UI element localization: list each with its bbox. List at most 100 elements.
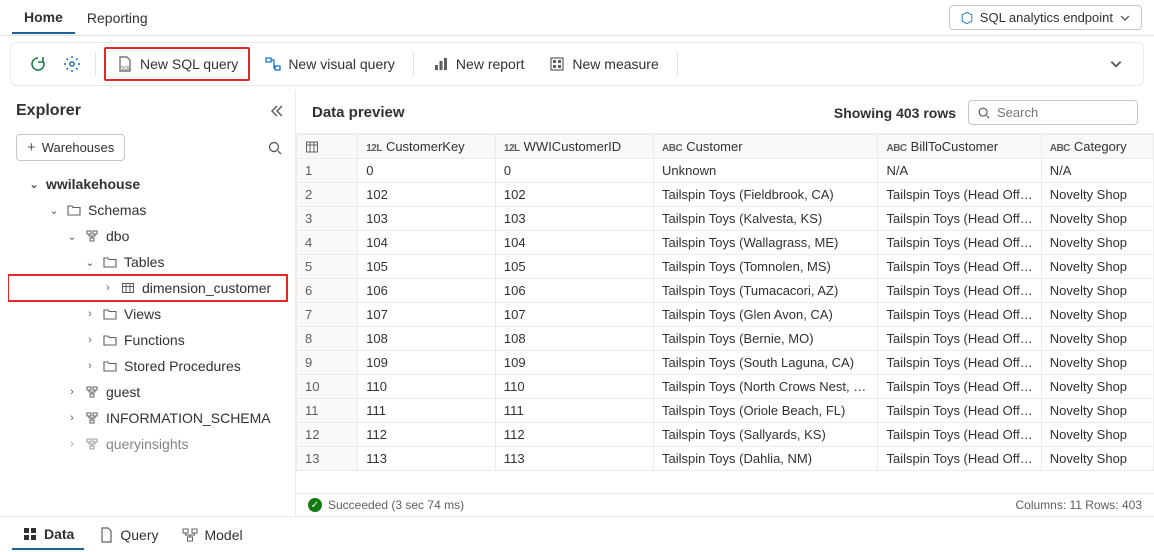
tree-node-lakehouse[interactable]: ⌄ wwilakehouse [8, 171, 295, 197]
table-row[interactable]: 3103103Tailspin Toys (Kalvesta, KS)Tails… [297, 207, 1154, 231]
table-cell: Tailspin Toys (Tomnolen, MS) [654, 255, 878, 279]
table-cell: Tailspin Toys (North Crows Nest, IN) [654, 375, 878, 399]
table-cell: Tailspin Toys (Head Office) [878, 399, 1041, 423]
table-cell: N/A [878, 159, 1041, 183]
search-input[interactable] [997, 105, 1154, 120]
col-header[interactable]: ABCBillToCustomer [878, 135, 1041, 159]
col-header[interactable]: ABCCategory [1041, 135, 1153, 159]
data-grid-icon [22, 526, 38, 542]
new-report-button[interactable]: New report [422, 49, 534, 79]
preview-search[interactable] [968, 100, 1138, 125]
warehouse-row: + Warehouses [8, 128, 295, 167]
tab-home[interactable]: Home [12, 1, 75, 34]
table-row[interactable]: 13113113Tailspin Toys (Dahlia, NM)Tailsp… [297, 447, 1154, 471]
row-number: 2 [297, 183, 358, 207]
folder-icon [102, 332, 118, 348]
table-cell: 104 [358, 231, 496, 255]
col-header[interactable]: 12LWWICustomerID [495, 135, 653, 159]
table-row[interactable]: 5105105Tailspin Toys (Tomnolen, MS)Tails… [297, 255, 1154, 279]
dimension-customer-label: dimension_customer [142, 280, 271, 296]
bottom-tab-bar: Data Query Model [0, 516, 1154, 552]
toolbar-separator [413, 53, 414, 75]
col-header[interactable]: ABCCustomer [654, 135, 878, 159]
new-sql-query-button[interactable]: SQL New SQL query [104, 47, 250, 81]
toolbar-overflow[interactable] [1101, 53, 1131, 75]
success-icon: ✓ [308, 498, 322, 512]
table-row[interactable]: 9109109Tailspin Toys (South Laguna, CA)T… [297, 351, 1154, 375]
folder-icon [102, 254, 118, 270]
table-row[interactable]: 2102102Tailspin Toys (Fieldbrook, CA)Tai… [297, 183, 1154, 207]
table-row[interactable]: 6106106Tailspin Toys (Tumacacori, AZ)Tai… [297, 279, 1154, 303]
bottom-tab-model[interactable]: Model [172, 520, 252, 549]
row-number: 11 [297, 399, 358, 423]
table-cell: Tailspin Toys (Head Office) [878, 279, 1041, 303]
table-row[interactable]: 4104104Tailspin Toys (Wallagrass, ME)Tai… [297, 231, 1154, 255]
tree-node-schemas[interactable]: ⌄ Schemas [8, 197, 295, 223]
new-visual-query-button[interactable]: New visual query [254, 49, 405, 79]
refresh-icon[interactable] [23, 49, 53, 79]
new-measure-button[interactable]: New measure [538, 49, 668, 79]
chevron-down-icon: ⌄ [28, 178, 40, 191]
tree-node-tables[interactable]: ⌄ Tables [8, 249, 295, 275]
chevron-right-icon: › [84, 308, 96, 320]
gear-icon[interactable] [57, 49, 87, 79]
table-row[interactable]: 100UnknownN/AN/A [297, 159, 1154, 183]
row-number: 10 [297, 375, 358, 399]
table-cell: 109 [358, 351, 496, 375]
add-warehouses-button[interactable]: + Warehouses [16, 134, 125, 161]
table-cell: 102 [358, 183, 496, 207]
table-cell: 105 [358, 255, 496, 279]
bottom-tab-query-label: Query [120, 527, 158, 543]
folder-icon [102, 306, 118, 322]
table-cell: Tailspin Toys (Head Office) [878, 183, 1041, 207]
grid-corner[interactable] [297, 135, 358, 159]
endpoint-dropdown[interactable]: SQL analytics endpoint [949, 5, 1142, 30]
chevron-right-icon: › [84, 334, 96, 346]
new-measure-label: New measure [572, 56, 658, 72]
table-cell: Novelty Shop [1041, 351, 1153, 375]
chevron-right-icon: › [84, 360, 96, 372]
table-row[interactable]: 8108108Tailspin Toys (Bernie, MO)Tailspi… [297, 327, 1154, 351]
table-cell: Tailspin Toys (Head Office) [878, 207, 1041, 231]
main-area: Explorer + Warehouses ⌄ wwilakehouse ⌄ S… [0, 90, 1154, 516]
table-row[interactable]: 10110110Tailspin Toys (North Crows Nest,… [297, 375, 1154, 399]
stored-procedures-label: Stored Procedures [124, 358, 241, 374]
table-cell: 111 [358, 399, 496, 423]
table-cell: 110 [358, 375, 496, 399]
table-cell: Novelty Shop [1041, 279, 1153, 303]
tree-node-queryinsights[interactable]: › queryinsights [8, 431, 295, 457]
table-cell: Tailspin Toys (Head Office) [878, 303, 1041, 327]
row-number: 7 [297, 303, 358, 327]
tree-node-dbo[interactable]: ⌄ dbo [8, 223, 295, 249]
search-icon [977, 106, 991, 120]
bottom-tab-model-label: Model [204, 527, 242, 543]
tree-node-stored-procedures[interactable]: › Stored Procedures [8, 353, 295, 379]
tree-node-dimension-customer[interactable]: › dimension_customer [8, 275, 287, 301]
report-icon [432, 55, 450, 73]
table-cell: Unknown [654, 159, 878, 183]
schema-icon [84, 410, 100, 426]
col-header[interactable]: 12LCustomerKey [358, 135, 496, 159]
table-cell: N/A [1041, 159, 1153, 183]
lakehouse-label: wwilakehouse [46, 176, 140, 192]
table-row[interactable]: 12112112Tailspin Toys (Sallyards, KS)Tai… [297, 423, 1154, 447]
search-icon[interactable] [267, 140, 283, 156]
tree-node-information-schema[interactable]: › INFORMATION_SCHEMA [8, 405, 295, 431]
table-cell: 103 [495, 207, 653, 231]
toolbar-separator [95, 53, 96, 75]
collapse-panel-icon[interactable] [269, 104, 283, 118]
table-row[interactable]: 7107107Tailspin Toys (Glen Avon, CA)Tail… [297, 303, 1154, 327]
bottom-tab-data[interactable]: Data [12, 519, 84, 550]
table-row[interactable]: 11111111Tailspin Toys (Oriole Beach, FL)… [297, 399, 1154, 423]
plus-icon: + [27, 139, 36, 156]
table-cell: Tailspin Toys (Dahlia, NM) [654, 447, 878, 471]
bottom-tab-query[interactable]: Query [88, 520, 168, 549]
tab-reporting[interactable]: Reporting [75, 2, 160, 33]
tree-node-guest[interactable]: › guest [8, 379, 295, 405]
grid-container[interactable]: 12LCustomerKey 12LWWICustomerID ABCCusto… [296, 133, 1154, 493]
tree-node-views[interactable]: › Views [8, 301, 295, 327]
tree-node-functions[interactable]: › Functions [8, 327, 295, 353]
table-cell: 106 [358, 279, 496, 303]
table-cell: 113 [495, 447, 653, 471]
query-file-icon [98, 527, 114, 543]
